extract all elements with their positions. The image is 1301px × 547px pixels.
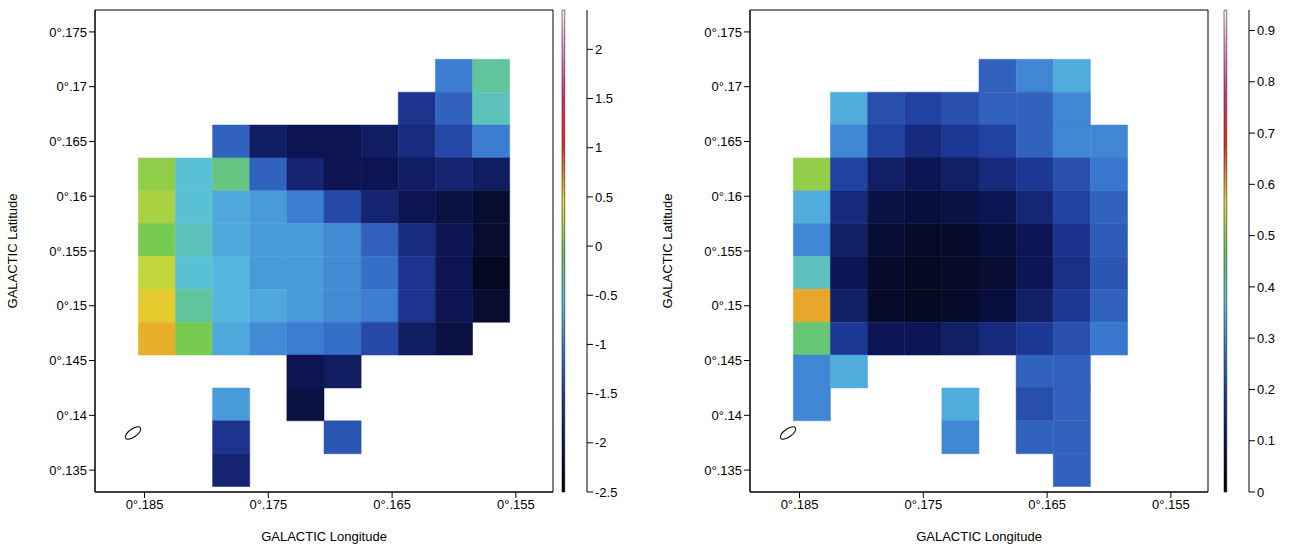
svg-text:-1.5: -1.5 xyxy=(595,386,617,401)
svg-text:0°.145: 0°.145 xyxy=(49,353,87,368)
svg-text:0°.17: 0°.17 xyxy=(711,79,742,94)
svg-text:0: 0 xyxy=(595,239,602,254)
svg-text:0°.16: 0°.16 xyxy=(711,189,742,204)
svg-text:0°.155: 0°.155 xyxy=(497,497,535,512)
svg-text:0°.175: 0°.175 xyxy=(904,497,942,512)
svg-text:GALACTIC Longitude: GALACTIC Longitude xyxy=(261,529,387,544)
svg-text:0°.165: 0°.165 xyxy=(49,134,87,149)
svg-text:0°.17: 0°.17 xyxy=(56,79,87,94)
svg-text:0°.155: 0°.155 xyxy=(49,244,87,259)
svg-text:0°.185: 0°.185 xyxy=(781,497,819,512)
svg-text:0°.165: 0°.165 xyxy=(373,497,411,512)
svg-text:0.8: 0.8 xyxy=(1257,74,1275,89)
svg-text:0°.145: 0°.145 xyxy=(704,353,742,368)
svg-text:0.6: 0.6 xyxy=(1257,177,1275,192)
svg-text:2: 2 xyxy=(595,42,602,57)
svg-text:0.7: 0.7 xyxy=(1257,126,1275,141)
svg-text:0.5: 0.5 xyxy=(595,190,613,205)
svg-text:-2: -2 xyxy=(595,435,607,450)
svg-text:GALACTIC Longitude: GALACTIC Longitude xyxy=(916,529,1042,544)
svg-text:GALACTIC Latitude: GALACTIC Latitude xyxy=(660,194,675,309)
svg-text:0°.14: 0°.14 xyxy=(711,408,742,423)
svg-text:0°.175: 0°.175 xyxy=(704,25,742,40)
svg-text:0°.165: 0°.165 xyxy=(1028,497,1066,512)
svg-text:0.9: 0.9 xyxy=(1257,23,1275,38)
svg-text:-1: -1 xyxy=(595,337,607,352)
svg-text:0°.135: 0°.135 xyxy=(49,463,87,478)
svg-text:0.1: 0.1 xyxy=(1257,433,1275,448)
svg-text:0°.14: 0°.14 xyxy=(56,408,87,423)
svg-text:-0.5: -0.5 xyxy=(595,288,617,303)
svg-text:0°.15: 0°.15 xyxy=(711,298,742,313)
svg-text:0: 0 xyxy=(1257,485,1264,500)
svg-text:0°.155: 0°.155 xyxy=(1152,497,1190,512)
svg-text:1.5: 1.5 xyxy=(595,91,613,106)
svg-text:0°.135: 0°.135 xyxy=(704,463,742,478)
svg-text:0°.15: 0°.15 xyxy=(56,298,87,313)
svg-text:0°.175: 0°.175 xyxy=(249,497,287,512)
svg-text:1: 1 xyxy=(595,140,602,155)
svg-text:0°.175: 0°.175 xyxy=(49,25,87,40)
svg-text:0°.16: 0°.16 xyxy=(56,189,87,204)
svg-text:0.3: 0.3 xyxy=(1257,331,1275,346)
svg-text:0°.155: 0°.155 xyxy=(704,244,742,259)
svg-text:0.2: 0.2 xyxy=(1257,382,1275,397)
svg-text:0°.165: 0°.165 xyxy=(704,134,742,149)
svg-text:0°.185: 0°.185 xyxy=(126,497,164,512)
svg-text:0.5: 0.5 xyxy=(1257,228,1275,243)
svg-text:0.4: 0.4 xyxy=(1257,280,1275,295)
svg-text:-2.5: -2.5 xyxy=(595,485,617,500)
svg-text:GALACTIC Latitude: GALACTIC Latitude xyxy=(5,194,20,309)
